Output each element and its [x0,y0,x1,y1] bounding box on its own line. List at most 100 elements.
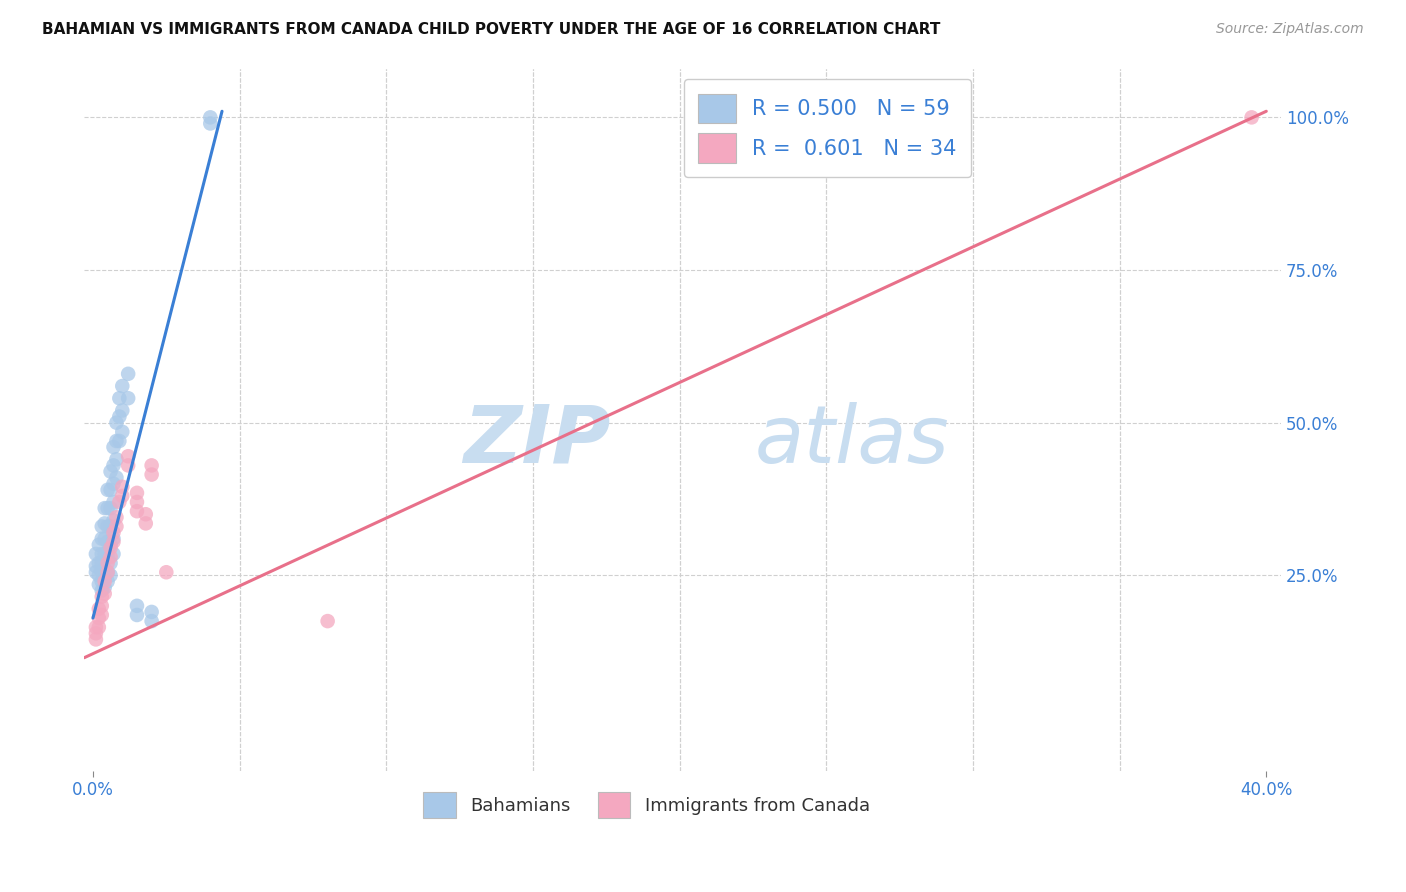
Point [87,577,110,591]
Point [103,513,125,527]
Point [93,571,115,585]
Point [93,581,115,595]
Point [90,532,112,546]
Point [97,519,120,533]
Point [84,547,107,561]
Point [90,547,112,561]
Point [87,602,110,616]
Point [135,508,157,522]
Point [135,516,157,531]
Point [105,510,128,524]
Point [111,489,134,503]
Point [117,458,139,473]
Point [84,620,107,634]
Point [90,556,112,570]
Point [90,566,112,580]
Point [90,599,112,613]
Point [97,549,120,564]
Y-axis label: Child Poverty Under the Age of 16: Child Poverty Under the Age of 16 [0,278,8,561]
Point [155,566,177,580]
Point [87,538,110,552]
Point [141,614,163,628]
Point [108,495,131,509]
Point [97,574,120,589]
Point [117,367,139,381]
Point [97,534,120,549]
Point [111,425,134,439]
Point [111,480,134,494]
Point [100,538,122,552]
Point [103,525,125,540]
Point [316,614,339,628]
Point [97,556,120,570]
Text: BAHAMIAN VS IMMIGRANTS FROM CANADA CHILD POVERTY UNDER THE AGE OF 16 CORRELATION: BAHAMIAN VS IMMIGRANTS FROM CANADA CHILD… [42,22,941,37]
Point [111,403,134,417]
Point [87,556,110,570]
Point [100,519,122,533]
Point [87,620,110,634]
Point [93,547,115,561]
Point [90,590,112,604]
Point [111,379,134,393]
Point [87,568,110,582]
Point [97,566,120,580]
Text: ZIP: ZIP [464,401,610,480]
Point [84,559,107,574]
Point [90,607,112,622]
Point [90,519,112,533]
Point [125,607,148,622]
Point [141,605,163,619]
Point [125,495,148,509]
Point [100,465,122,479]
Point [93,501,115,516]
Point [1240,111,1263,125]
Point [87,611,110,625]
Point [117,391,139,405]
Point [84,626,107,640]
Point [117,449,139,463]
Point [125,486,148,500]
Text: Source: ZipAtlas.com: Source: ZipAtlas.com [1216,22,1364,37]
Point [141,458,163,473]
Point [108,391,131,405]
Point [103,458,125,473]
Point [93,516,115,531]
Point [103,476,125,491]
Point [84,632,107,647]
Point [97,483,120,497]
Text: atlas: atlas [755,401,949,480]
Point [108,434,131,448]
Point [105,519,128,533]
Point [105,452,128,467]
Point [108,409,131,424]
Point [84,566,107,580]
Point [100,549,122,564]
Point [100,568,122,582]
Point [103,532,125,546]
Point [93,562,115,576]
Point [125,504,148,518]
Point [93,586,115,600]
Point [141,467,163,482]
Point [103,547,125,561]
Point [90,583,112,598]
Point [90,574,112,589]
Point [103,440,125,454]
Point [105,434,128,448]
Legend: Bahamians, Immigrants from Canada: Bahamians, Immigrants from Canada [416,785,877,825]
Point [100,556,122,570]
Point [103,495,125,509]
Point [105,470,128,484]
Point [105,416,128,430]
Point [97,501,120,516]
Point [93,574,115,589]
Point [100,541,122,555]
Point [93,532,115,546]
Point [200,111,222,125]
Point [97,566,120,580]
Point [100,501,122,516]
Point [200,116,222,130]
Point [103,534,125,549]
Point [100,483,122,497]
Point [125,599,148,613]
